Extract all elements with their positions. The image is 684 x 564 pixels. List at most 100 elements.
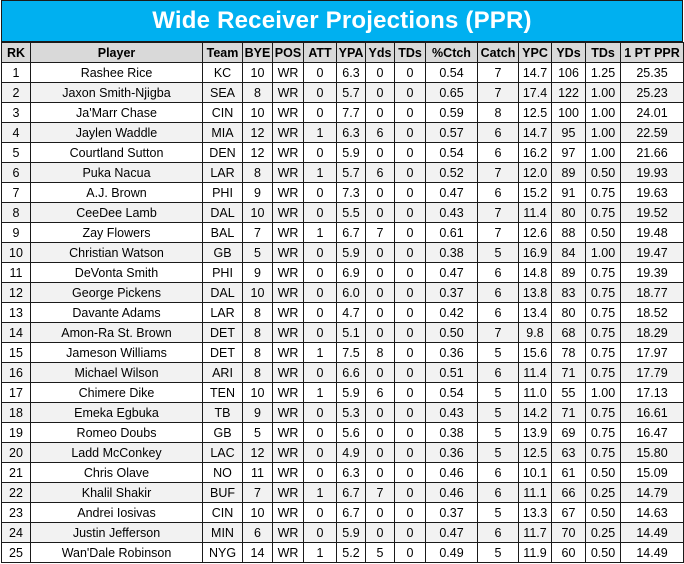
cell-bye[interactable]: 12 <box>242 442 273 463</box>
cell-pos[interactable]: WR <box>272 382 304 403</box>
cell-pos[interactable]: WR <box>272 442 304 463</box>
cell-pos[interactable]: WR <box>272 462 304 483</box>
cell-team[interactable]: MIN <box>202 522 243 543</box>
cell-rec-yds[interactable]: 71 <box>551 402 586 423</box>
cell-att[interactable]: 0 <box>303 362 337 383</box>
cell-rec-tds[interactable]: 0.75 <box>585 202 621 223</box>
cell-bye[interactable]: 10 <box>242 62 273 83</box>
cell-rec-yds[interactable]: 66 <box>551 482 586 503</box>
cell-rec-tds[interactable]: 0.50 <box>585 502 621 523</box>
cell-ypc[interactable]: 17.4 <box>518 82 552 103</box>
cell-ppr-points[interactable]: 18.52 <box>620 302 684 323</box>
cell-player[interactable]: Ja'Marr Chase <box>30 102 203 123</box>
cell-rk[interactable]: 20 <box>1 442 31 463</box>
cell-att[interactable]: 0 <box>303 402 337 423</box>
cell-rush-yds[interactable]: 0 <box>365 202 395 223</box>
cell-ppr-points[interactable]: 16.61 <box>620 402 684 423</box>
cell-ypa[interactable]: 4.9 <box>336 442 366 463</box>
cell-ypc[interactable]: 14.7 <box>518 122 552 143</box>
cell-team[interactable]: NO <box>202 462 243 483</box>
cell-rk[interactable]: 18 <box>1 402 31 423</box>
cell-bye[interactable]: 10 <box>242 202 273 223</box>
cell-catch-pct[interactable]: 0.36 <box>425 442 478 463</box>
cell-pos[interactable]: WR <box>272 102 304 123</box>
cell-ypa[interactable]: 5.3 <box>336 402 366 423</box>
cell-rush-yds[interactable]: 0 <box>365 262 395 283</box>
cell-catch[interactable]: 5 <box>477 442 519 463</box>
cell-rush-tds[interactable]: 0 <box>394 62 426 83</box>
cell-rush-tds[interactable]: 0 <box>394 342 426 363</box>
cell-bye[interactable]: 8 <box>242 82 273 103</box>
cell-att[interactable]: 0 <box>303 202 337 223</box>
cell-ypa[interactable]: 6.3 <box>336 462 366 483</box>
cell-rec-tds[interactable]: 1.25 <box>585 62 621 83</box>
cell-ypc[interactable]: 10.1 <box>518 462 552 483</box>
cell-rec-tds[interactable]: 0.50 <box>585 222 621 243</box>
cell-att[interactable]: 1 <box>303 222 337 243</box>
cell-rush-tds[interactable]: 0 <box>394 122 426 143</box>
cell-bye[interactable]: 9 <box>242 402 273 423</box>
cell-rush-tds[interactable]: 0 <box>394 322 426 343</box>
cell-pos[interactable]: WR <box>272 362 304 383</box>
cell-ypa[interactable]: 5.1 <box>336 322 366 343</box>
cell-player[interactable]: Chris Olave <box>30 462 203 483</box>
cell-player[interactable]: A.J. Brown <box>30 182 203 203</box>
cell-rk[interactable]: 23 <box>1 502 31 523</box>
cell-player[interactable]: Ladd McConkey <box>30 442 203 463</box>
cell-catch[interactable]: 7 <box>477 162 519 183</box>
cell-catch-pct[interactable]: 0.54 <box>425 142 478 163</box>
cell-pos[interactable]: WR <box>272 342 304 363</box>
cell-catch-pct[interactable]: 0.43 <box>425 402 478 423</box>
cell-ppr-points[interactable]: 19.39 <box>620 262 684 283</box>
cell-team[interactable]: DAL <box>202 202 243 223</box>
cell-rush-yds[interactable]: 8 <box>365 342 395 363</box>
cell-rk[interactable]: 10 <box>1 242 31 263</box>
cell-rush-yds[interactable]: 7 <box>365 222 395 243</box>
cell-ppr-points[interactable]: 18.77 <box>620 282 684 303</box>
cell-rush-tds[interactable]: 0 <box>394 382 426 403</box>
cell-team[interactable]: SEA <box>202 82 243 103</box>
cell-ypa[interactable]: 5.5 <box>336 202 366 223</box>
cell-ypa[interactable]: 7.5 <box>336 342 366 363</box>
cell-rec-yds[interactable]: 80 <box>551 302 586 323</box>
cell-bye[interactable]: 9 <box>242 182 273 203</box>
cell-team[interactable]: MIA <box>202 122 243 143</box>
cell-rush-yds[interactable]: 0 <box>365 242 395 263</box>
cell-rk[interactable]: 24 <box>1 522 31 543</box>
cell-ppr-points[interactable]: 21.66 <box>620 142 684 163</box>
cell-rk[interactable]: 8 <box>1 202 31 223</box>
cell-rec-tds[interactable]: 0.75 <box>585 182 621 203</box>
cell-team[interactable]: CIN <box>202 102 243 123</box>
cell-rec-yds[interactable]: 89 <box>551 262 586 283</box>
cell-rush-yds[interactable]: 0 <box>365 502 395 523</box>
cell-catch-pct[interactable]: 0.38 <box>425 422 478 443</box>
cell-rush-yds[interactable]: 0 <box>365 442 395 463</box>
cell-rush-tds[interactable]: 0 <box>394 482 426 503</box>
cell-rush-yds[interactable]: 0 <box>365 422 395 443</box>
cell-team[interactable]: DAL <box>202 282 243 303</box>
cell-ppr-points[interactable]: 17.79 <box>620 362 684 383</box>
cell-bye[interactable]: 7 <box>242 222 273 243</box>
cell-bye[interactable]: 6 <box>242 522 273 543</box>
cell-team[interactable]: DET <box>202 322 243 343</box>
cell-pos[interactable]: WR <box>272 422 304 443</box>
cell-rec-tds[interactable]: 1.00 <box>585 82 621 103</box>
cell-att[interactable]: 1 <box>303 482 337 503</box>
cell-ypc[interactable]: 9.8 <box>518 322 552 343</box>
cell-rec-tds[interactable]: 0.75 <box>585 262 621 283</box>
cell-rec-yds[interactable]: 60 <box>551 542 586 563</box>
column-header-player[interactable]: Player <box>30 42 203 63</box>
cell-ypa[interactable]: 4.7 <box>336 302 366 323</box>
cell-team[interactable]: BUF <box>202 482 243 503</box>
cell-rush-yds[interactable]: 0 <box>365 522 395 543</box>
cell-ypa[interactable]: 6.7 <box>336 502 366 523</box>
cell-ypa[interactable]: 6.0 <box>336 282 366 303</box>
cell-catch-pct[interactable]: 0.43 <box>425 202 478 223</box>
cell-team[interactable]: LAC <box>202 442 243 463</box>
cell-catch[interactable]: 5 <box>477 422 519 443</box>
cell-rec-yds[interactable]: 95 <box>551 122 586 143</box>
cell-ypc[interactable]: 12.5 <box>518 102 552 123</box>
cell-catch[interactable]: 6 <box>477 182 519 203</box>
cell-att[interactable]: 0 <box>303 62 337 83</box>
cell-rec-yds[interactable]: 83 <box>551 282 586 303</box>
